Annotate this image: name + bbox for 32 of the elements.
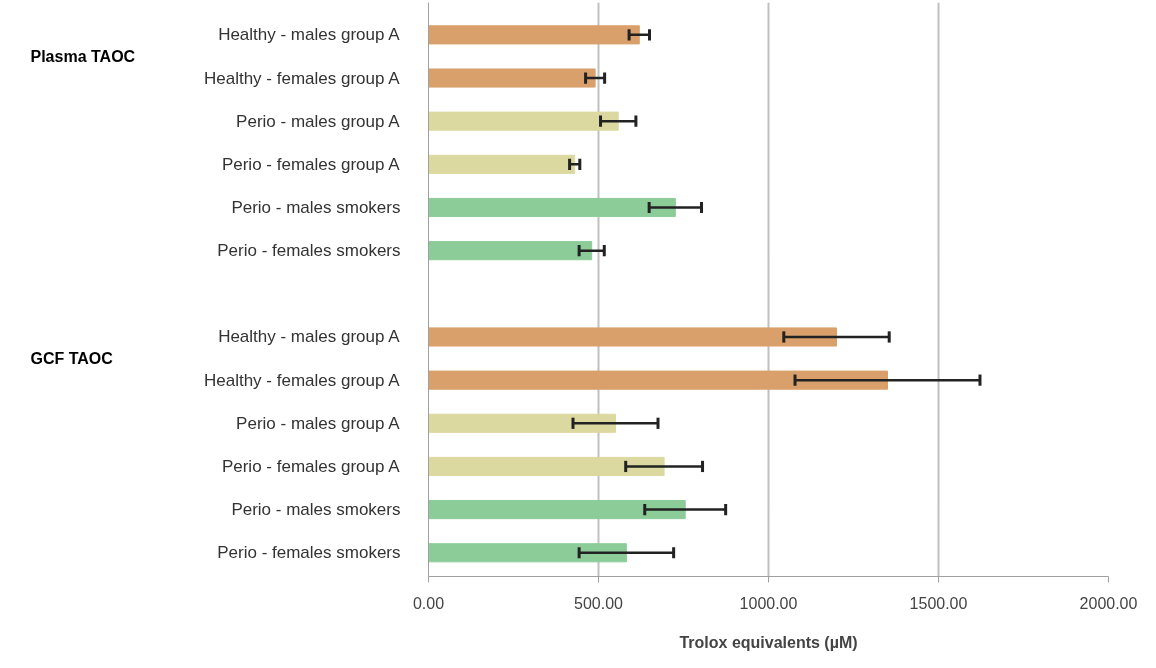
- bar: [428, 456, 665, 477]
- bar: [428, 111, 619, 131]
- y-tick-label: Healthy - males group A: [218, 25, 401, 45]
- y-tick-label: Healthy - males group A: [218, 327, 401, 347]
- y-tick-label: Perio - males smokers: [231, 500, 401, 520]
- y-tick-label: Perio - males group A: [236, 111, 401, 131]
- y-tick-label: Perio - males smokers: [231, 198, 401, 217]
- text: GCF TAOC: [30, 350, 114, 368]
- x-tick-label: 1000.00: [739, 594, 798, 612]
- bar: [428, 327, 837, 347]
- bar: [428, 500, 686, 520]
- bar: [428, 154, 576, 174]
- x-tick-label: 2000.00: [1079, 594, 1138, 612]
- x-tick-label: 1500.00: [909, 594, 968, 612]
- x-tick-label: 0.00: [412, 594, 445, 612]
- y-tick-label: Perio - females smokers: [217, 241, 401, 261]
- y-tick-label: Perio - males group A: [236, 413, 401, 433]
- y-tick-label: Perio - females group A: [221, 154, 401, 174]
- y-tick-label: Perio - females smokers: [217, 543, 401, 563]
- bar: [428, 543, 627, 563]
- x-axis-title: Trolox equivalents (µM): [679, 633, 858, 651]
- bar: [428, 370, 888, 390]
- y-tick-label: Perio - females group A: [221, 456, 401, 476]
- bar: [428, 413, 616, 433]
- bar: [428, 241, 593, 261]
- text: Plasma TAOC: [30, 47, 136, 65]
- y-tick-label: Healthy - females group A: [203, 370, 401, 390]
- y-tick-label: Healthy - females group A: [203, 68, 401, 88]
- bar: [428, 197, 676, 218]
- x-tick-label: 500.00: [574, 594, 624, 612]
- bar: [428, 68, 596, 88]
- bar: [428, 25, 640, 45]
